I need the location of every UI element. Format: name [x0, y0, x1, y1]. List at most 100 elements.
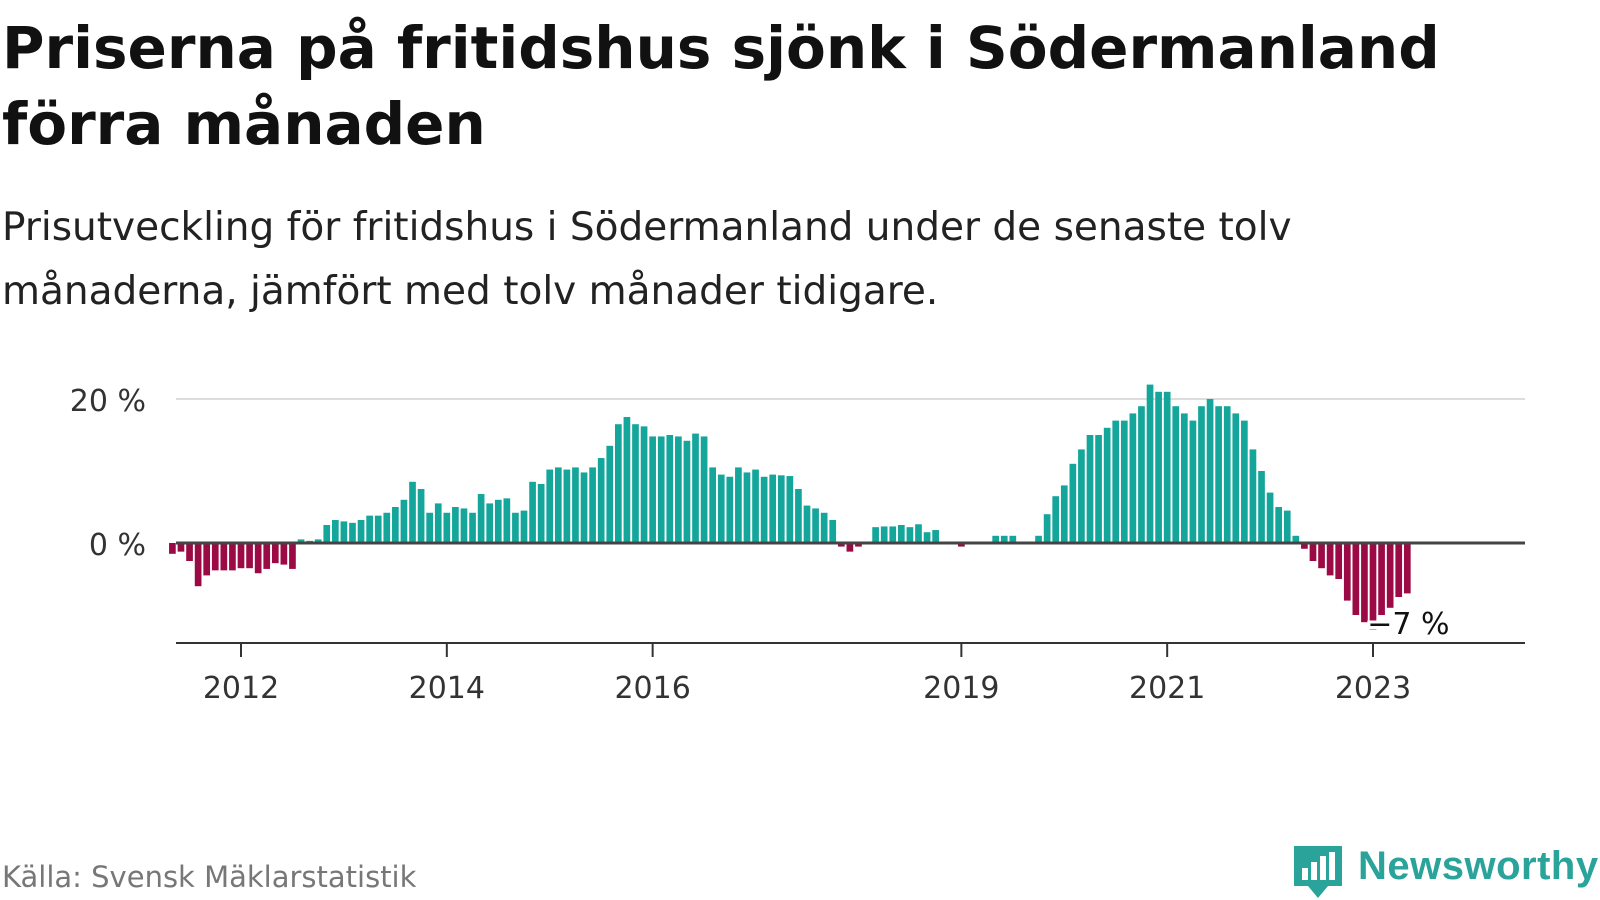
bar: [1052, 496, 1060, 543]
bar: [494, 499, 502, 543]
bar: [1129, 413, 1137, 543]
bar: [958, 543, 965, 547]
bar: [520, 510, 528, 543]
bar: [640, 426, 648, 543]
bar: [1155, 391, 1162, 543]
brand-name: Newsworthy: [1358, 844, 1599, 888]
bar: [1403, 543, 1411, 594]
bar: [1215, 406, 1222, 543]
newsworthy-logo[interactable]: Newsworthy: [1290, 842, 1600, 900]
bar: [1198, 406, 1205, 543]
bar: [795, 489, 802, 543]
bar: [1275, 507, 1283, 543]
bar: [417, 489, 425, 543]
bar: [237, 543, 245, 569]
bar: [777, 475, 785, 543]
bar: [1078, 449, 1085, 543]
bar: [1318, 543, 1325, 569]
bar: [1146, 384, 1154, 543]
y-tick-label: 0 %: [89, 528, 146, 563]
bar: [760, 476, 768, 543]
bar: [700, 436, 708, 543]
bar: [477, 494, 485, 543]
bar: [1069, 463, 1077, 543]
axis-labels: 20 % 0 % 2012 2014 2016 2019 2021 2023 −7 %: [70, 384, 1453, 706]
bar: [1361, 543, 1368, 623]
bar: [186, 543, 193, 561]
bar: [657, 436, 665, 543]
bar: [1172, 406, 1180, 543]
bar: [1138, 406, 1145, 543]
bar: [289, 543, 296, 569]
bar: [717, 474, 725, 543]
x-tick-label: 2021: [1129, 671, 1205, 706]
x-tick-label: 2023: [1335, 671, 1411, 706]
bar: [1301, 543, 1308, 549]
last-value-annotation: −7 %: [1367, 607, 1449, 642]
bar: [889, 526, 897, 543]
bar: [554, 467, 562, 543]
bar: [1395, 543, 1403, 597]
bar: [580, 472, 588, 543]
bar: [323, 525, 331, 543]
bar: [1223, 406, 1231, 543]
bar: [1180, 413, 1188, 543]
bar: [434, 503, 442, 543]
bar: [246, 543, 253, 569]
bar: [1043, 514, 1051, 543]
bar: [932, 530, 939, 543]
bar: [632, 424, 639, 543]
bar: [1378, 543, 1385, 615]
bar: [572, 467, 579, 543]
bar: [1343, 543, 1351, 601]
bar: [254, 543, 262, 574]
bar: [409, 481, 416, 543]
bar: [735, 467, 742, 543]
x-tick-label: 2016: [614, 671, 690, 706]
bar: [443, 512, 451, 543]
bar: [486, 503, 494, 543]
bar: [452, 507, 459, 543]
bar: [469, 512, 476, 543]
bar: [915, 524, 922, 543]
bar: [1060, 485, 1068, 543]
bar-chart: 20 % 0 % 2012 2014 2016 2019 2021 2023 −7 %: [70, 384, 1525, 706]
bar: [1266, 492, 1274, 543]
bar: [1249, 449, 1257, 543]
bar: [537, 483, 545, 543]
bar: [1326, 543, 1334, 576]
bar: [1206, 399, 1214, 543]
bar: [1086, 435, 1094, 543]
axes: [176, 541, 1525, 657]
bar: [1112, 420, 1120, 543]
bar-series: [169, 384, 1411, 630]
bar: [331, 519, 339, 543]
bar: [400, 499, 408, 543]
bar: [606, 445, 614, 543]
bar: [374, 515, 382, 543]
bar: [529, 481, 536, 543]
bar: [1163, 391, 1171, 543]
newsworthy-logo-icon: [1294, 846, 1342, 898]
bar: [503, 498, 511, 543]
bar: [752, 469, 759, 543]
bar: [1120, 420, 1128, 543]
bar: [1283, 510, 1291, 543]
source-note: Källa: Svensk Mäklarstatistik: [2, 860, 417, 894]
bar: [872, 527, 879, 543]
bar: [1000, 535, 1008, 543]
bar: [1369, 543, 1377, 630]
bar: [546, 469, 554, 543]
bar: [280, 543, 288, 565]
bar: [203, 543, 211, 576]
bar: [675, 436, 682, 543]
bar: [297, 539, 305, 543]
bar: [1241, 420, 1248, 543]
bar: [803, 505, 811, 543]
y-tick-label: 20 %: [70, 384, 146, 419]
bar: [1009, 535, 1017, 543]
bar: [194, 543, 202, 587]
bar: [1352, 543, 1360, 615]
bar: [726, 476, 734, 543]
bar: [880, 526, 888, 543]
